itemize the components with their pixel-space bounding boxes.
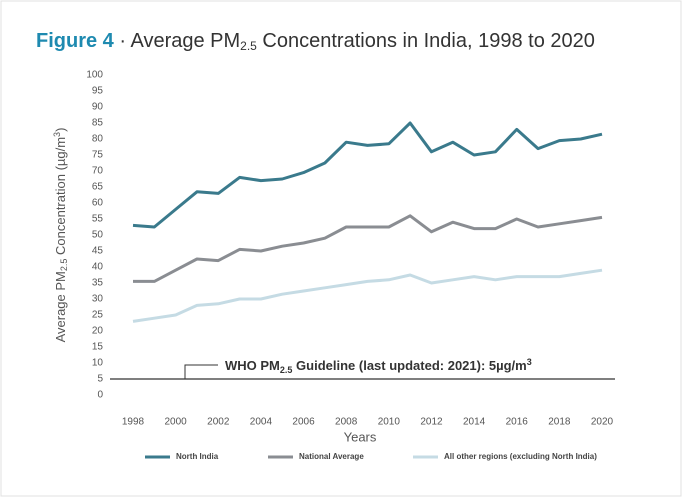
y-tick-label: 45 (92, 246, 104, 257)
x-tick-label: 2008 (335, 417, 358, 428)
x-tick-label: 2010 (378, 417, 401, 428)
x-tick-label: 2016 (506, 417, 529, 428)
title-subscript: 2.5 (240, 39, 257, 53)
y-tick-label: 65 (92, 182, 104, 193)
y-tick-label: 95 (92, 86, 104, 97)
x-tick-label: 2018 (548, 417, 571, 428)
y-tick-label: 30 (92, 294, 104, 305)
x-tick-label: 1998 (122, 417, 145, 428)
y-tick-label: 40 (92, 262, 104, 273)
y-label-superscript: 3 (52, 132, 62, 137)
y-tick-label: 10 (92, 358, 104, 369)
chart-title: Figure 4 · Average PM2.5 Concentrations … (36, 30, 595, 57)
annotation-superscript: 3 (527, 357, 532, 367)
series-line (132, 268, 603, 323)
y-label-text: ) (53, 128, 68, 132)
legend-label: North India (176, 452, 219, 461)
x-tick-label: 2002 (207, 417, 230, 428)
y-tick-label: 15 (92, 342, 104, 353)
figure-label: Figure 4 (36, 30, 115, 52)
y-tick-label: 55 (92, 214, 104, 225)
y-tick-label: 75 (92, 150, 104, 161)
legend-label: National Average (299, 452, 364, 461)
y-label-text: Average PM (53, 271, 68, 342)
x-tick-label: 2004 (250, 417, 273, 428)
y-tick-label: 25 (92, 310, 104, 321)
y-tick-label: 100 (86, 70, 103, 81)
y-tick-label: 60 (92, 198, 104, 209)
x-tick-label: 2000 (165, 417, 188, 428)
annotation-subscript: 2.5 (280, 365, 293, 375)
y-tick-label: 35 (92, 278, 104, 289)
y-tick-label: 85 (92, 118, 104, 129)
x-axis-label: Years (344, 429, 377, 444)
annotation-leader (184, 364, 218, 379)
y-label-subscript: 2.5 (59, 259, 69, 272)
y-axis-label: Average PM2.5 Concentration (µg/m3) (52, 128, 71, 343)
annotation: WHO PM2.5 Guideline (last updated: 2021)… (225, 357, 532, 377)
annotation-text: WHO PM (225, 358, 280, 373)
y-tick-label: 90 (92, 102, 104, 113)
y-tick-label: 5 (97, 374, 103, 385)
x-tick-label: 2012 (420, 417, 443, 428)
y-tick-label: 20 (92, 326, 104, 337)
annotation-text: Guideline (last updated: 2021): 5µg/m (296, 358, 527, 373)
title-text: Concentrations in India, 1998 to 2020 (262, 30, 594, 52)
y-tick-label: 80 (92, 134, 104, 145)
y-label-text: Concentration (µg/m (53, 137, 68, 255)
series-line (132, 121, 603, 229)
y-tick-label: 70 (92, 166, 104, 177)
legend-label: All other regions (excluding North India… (444, 452, 597, 461)
series-line (133, 214, 603, 283)
y-tick-label: 0 (97, 390, 103, 401)
x-tick-label: 2020 (591, 417, 614, 428)
title-text: · Average PM (119, 30, 240, 52)
x-tick-label: 2006 (292, 417, 315, 428)
y-tick-label: 50 (92, 230, 104, 241)
x-tick-label: 2014 (463, 417, 486, 428)
